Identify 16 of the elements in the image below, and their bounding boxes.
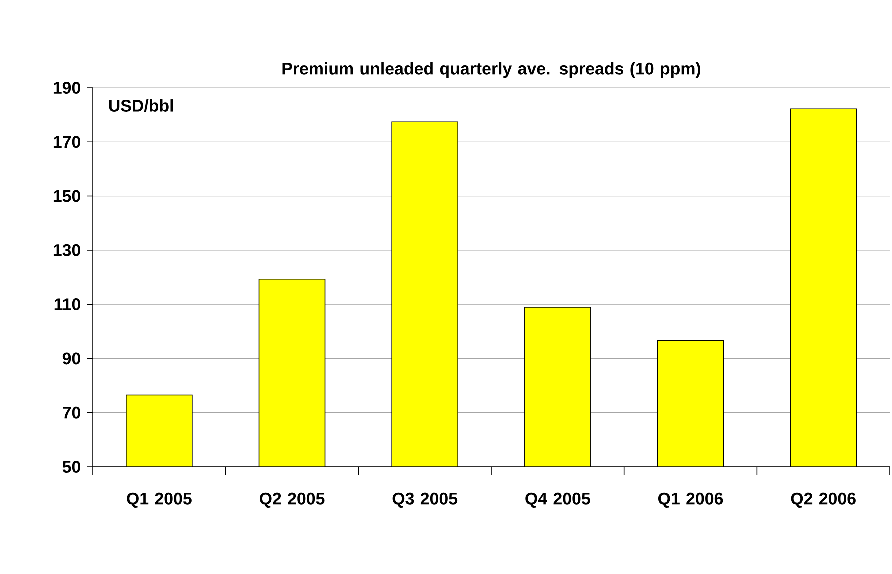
x-tick-label: Q3 2005 (392, 492, 458, 508)
y-tick-label: 50 (62, 460, 80, 473)
y-tick-label: 90 (62, 352, 80, 365)
chart-title: Premium unleaded quarterly ave. spreads (10 ppm) (282, 62, 701, 78)
y-tick-label: 170 (54, 136, 80, 148)
x-tick-label: Q2 2006 (791, 492, 856, 508)
x-tick-label: Q1 2005 (127, 492, 192, 508)
y-tick-label: 110 (54, 298, 80, 311)
y-tick-label: 130 (54, 244, 80, 256)
y-tick-label: 150 (54, 190, 80, 202)
y-tick-label: 70 (63, 406, 80, 419)
x-tick-label: Q1 2006 (658, 492, 724, 508)
y-axis-title: USD/bbl (109, 100, 174, 112)
x-tick-label: Q4 2005 (526, 492, 590, 508)
y-tick-label: 190 (54, 82, 80, 94)
x-tick-label: Q2 2005 (260, 492, 325, 508)
